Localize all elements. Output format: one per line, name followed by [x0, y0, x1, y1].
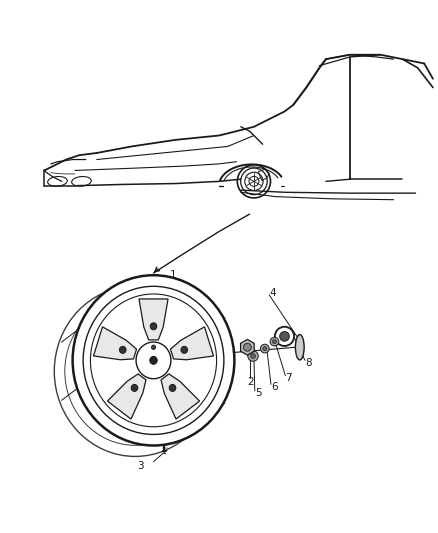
Text: 1: 1 — [170, 270, 177, 280]
Polygon shape — [107, 374, 146, 419]
Text: 5: 5 — [255, 388, 261, 398]
Polygon shape — [240, 340, 254, 355]
Ellipse shape — [150, 323, 157, 330]
Circle shape — [280, 332, 289, 341]
Ellipse shape — [83, 286, 224, 434]
Circle shape — [263, 346, 267, 351]
Circle shape — [244, 343, 251, 351]
Ellipse shape — [90, 294, 217, 427]
Ellipse shape — [73, 275, 234, 446]
Circle shape — [270, 337, 279, 346]
Text: 7: 7 — [286, 373, 292, 383]
Circle shape — [248, 351, 258, 361]
Ellipse shape — [136, 342, 171, 379]
Circle shape — [261, 344, 269, 353]
Ellipse shape — [152, 345, 155, 350]
Ellipse shape — [169, 384, 176, 391]
Circle shape — [275, 327, 294, 346]
Polygon shape — [161, 374, 200, 419]
Ellipse shape — [131, 384, 138, 391]
Circle shape — [251, 354, 255, 358]
Text: 8: 8 — [305, 358, 312, 368]
Ellipse shape — [150, 357, 157, 364]
Circle shape — [272, 340, 276, 344]
Text: 2: 2 — [247, 377, 254, 387]
Ellipse shape — [120, 346, 126, 353]
Polygon shape — [93, 327, 137, 360]
Text: 6: 6 — [271, 382, 278, 392]
Text: 3: 3 — [137, 462, 144, 472]
Polygon shape — [170, 327, 213, 360]
Text: 4: 4 — [269, 288, 276, 298]
Ellipse shape — [181, 346, 187, 353]
Polygon shape — [139, 299, 168, 340]
Ellipse shape — [295, 335, 304, 360]
